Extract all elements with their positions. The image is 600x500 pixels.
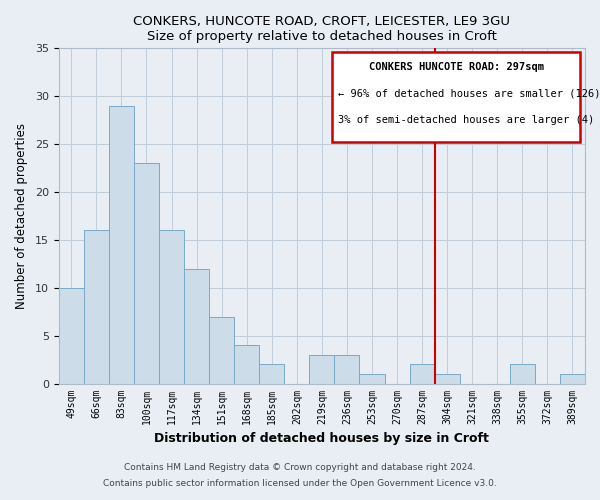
- Bar: [209, 316, 234, 384]
- Bar: [434, 374, 460, 384]
- Bar: [59, 288, 84, 384]
- Bar: [109, 106, 134, 384]
- Y-axis label: Number of detached properties: Number of detached properties: [15, 123, 28, 309]
- Bar: [510, 364, 535, 384]
- Bar: [310, 355, 334, 384]
- Text: ← 96% of detached houses are smaller (126): ← 96% of detached houses are smaller (12…: [338, 88, 600, 99]
- Bar: [359, 374, 385, 384]
- Bar: [234, 345, 259, 384]
- Text: CONKERS HUNCOTE ROAD: 297sqm: CONKERS HUNCOTE ROAD: 297sqm: [368, 62, 544, 72]
- Text: 3% of semi-detached houses are larger (4) →: 3% of semi-detached houses are larger (4…: [338, 116, 600, 126]
- Bar: [134, 164, 159, 384]
- X-axis label: Distribution of detached houses by size in Croft: Distribution of detached houses by size …: [154, 432, 490, 445]
- Bar: [410, 364, 434, 384]
- FancyBboxPatch shape: [332, 52, 580, 142]
- Title: CONKERS, HUNCOTE ROAD, CROFT, LEICESTER, LE9 3GU
Size of property relative to de: CONKERS, HUNCOTE ROAD, CROFT, LEICESTER,…: [133, 15, 511, 43]
- Bar: [84, 230, 109, 384]
- Text: Contains HM Land Registry data © Crown copyright and database right 2024.: Contains HM Land Registry data © Crown c…: [124, 464, 476, 472]
- Text: Contains public sector information licensed under the Open Government Licence v3: Contains public sector information licen…: [103, 478, 497, 488]
- Bar: [159, 230, 184, 384]
- Bar: [259, 364, 284, 384]
- Bar: [184, 268, 209, 384]
- Bar: [334, 355, 359, 384]
- Bar: [560, 374, 585, 384]
